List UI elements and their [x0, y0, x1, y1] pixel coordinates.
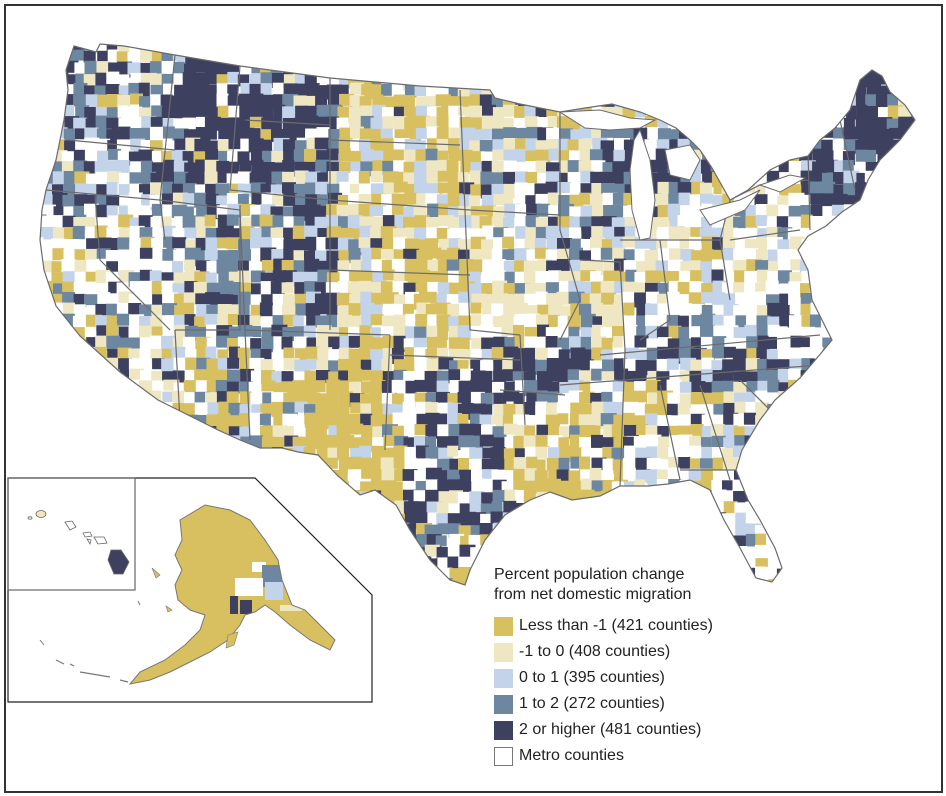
swatch-neg1-to-0 — [494, 642, 513, 662]
legend-label: -1 to 0 (408 counties) — [519, 643, 671, 660]
swatch-2-or-higher — [494, 720, 513, 740]
hawaii-inset-frame — [7, 477, 136, 591]
great-lakes — [558, 109, 807, 241]
legend-title-line2: from net domestic migration — [494, 586, 692, 603]
swatch-less-than-neg1 — [494, 616, 513, 636]
legend-label: 1 to 2 (272 counties) — [519, 695, 665, 712]
legend-item-metro: Metro counties — [494, 743, 744, 769]
hawaii-map — [27, 510, 130, 575]
legend-label: Less than -1 (421 counties) — [519, 617, 713, 634]
legend-item-neg1-to-0: -1 to 0 (408 counties) — [494, 639, 744, 665]
swatch-0-to-1 — [494, 668, 513, 688]
legend-label: 0 to 1 (395 counties) — [519, 669, 665, 686]
legend-label: Metro counties — [519, 747, 624, 764]
legend-item-2-or-higher: 2 or higher (481 counties) — [494, 717, 744, 743]
legend-label: 2 or higher (481 counties) — [519, 721, 702, 738]
legend-title: Percent population change from net domes… — [494, 565, 744, 605]
state-borders — [45, 54, 856, 487]
legend: Percent population change from net domes… — [494, 565, 744, 769]
legend-title-line1: Percent population change — [494, 566, 685, 583]
swatch-metro — [494, 746, 513, 766]
legend-item-0-to-1: 0 to 1 (395 counties) — [494, 665, 744, 691]
legend-item-1-to-2: 1 to 2 (272 counties) — [494, 691, 744, 717]
swatch-1-to-2 — [494, 694, 513, 714]
legend-item-less-than-neg1: Less than -1 (421 counties) — [494, 613, 744, 639]
